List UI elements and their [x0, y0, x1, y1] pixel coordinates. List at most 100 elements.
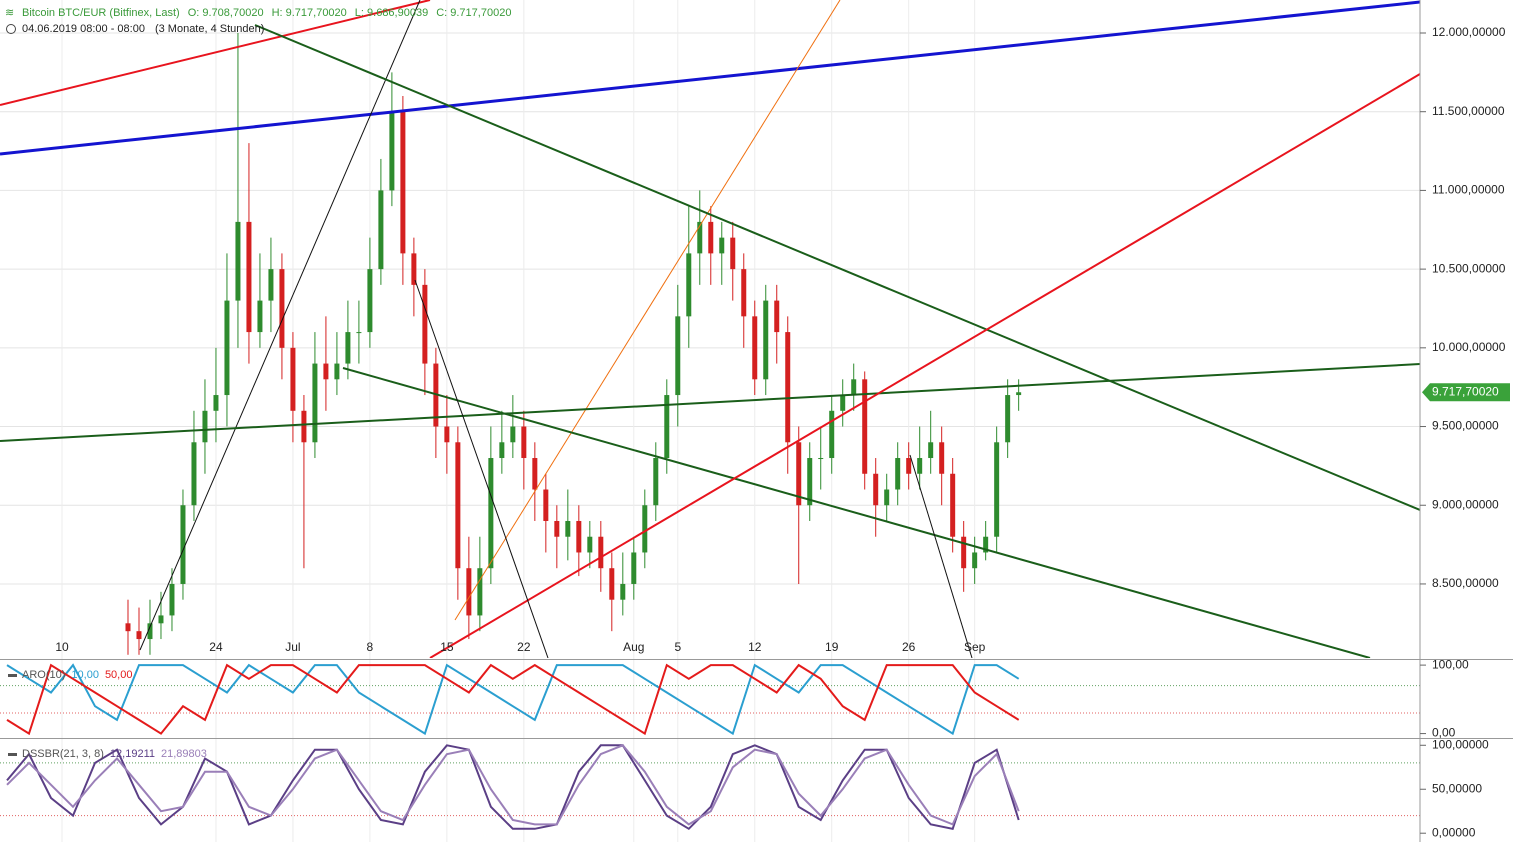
trendline — [254, 24, 1420, 511]
candle-body — [620, 583, 626, 600]
header-low: L: 9.686,90039 — [355, 7, 428, 19]
x-tick-label: 19 — [825, 640, 839, 654]
x-tick-label: 10 — [55, 640, 69, 654]
candle-body — [785, 332, 791, 443]
candle-body — [950, 473, 956, 537]
trendline — [342, 367, 1371, 658]
candle-body — [367, 269, 373, 333]
candle-body — [697, 221, 703, 254]
candle-body — [422, 284, 428, 364]
header: ≋ Bitcoin BTC/EUR (Bitfinex, Last) O: 9.… — [5, 7, 511, 35]
candle-body — [917, 458, 923, 474]
header-high: H: 9.717,70020 — [272, 7, 347, 19]
y-tick-label: 12.000,00000 — [1432, 25, 1506, 39]
candle-body — [499, 442, 505, 459]
x-tick-label: Jul — [285, 640, 300, 654]
candle-body — [884, 489, 890, 506]
trendline — [0, 0, 1420, 156]
candle-body — [125, 623, 131, 632]
trendlines — [0, 0, 1420, 658]
candle-body — [565, 520, 571, 537]
x-tick-label: 5 — [674, 640, 681, 654]
candle-body — [169, 583, 175, 616]
y-tick-label: 11.000,00000 — [1432, 183, 1505, 197]
candle-body — [961, 536, 967, 569]
x-tick-label: Sep — [964, 640, 986, 654]
trendline — [909, 454, 973, 658]
trendline — [414, 279, 549, 658]
candle-body — [829, 410, 835, 459]
candle-body — [257, 300, 263, 333]
x-tick-label: 12 — [748, 640, 762, 654]
indicator-line — [6, 663, 1020, 736]
candle-body — [642, 505, 648, 553]
axis-layer: 8.500,00000 9.000,00000 9.500,00000 10.000,… — [8, 25, 1510, 839]
legend-text: 12,19211 — [110, 748, 155, 760]
candle-body — [906, 458, 912, 474]
x-tick-label: 8 — [367, 640, 374, 654]
candle-body — [730, 237, 736, 270]
candle-body — [455, 442, 461, 569]
current-price-box — [1422, 383, 1510, 402]
candle-body — [510, 426, 516, 443]
x-tick-label: 26 — [902, 640, 916, 654]
candle-body — [631, 552, 637, 584]
clock-icon — [6, 24, 16, 34]
trendline — [454, 0, 841, 621]
candle-body — [708, 221, 714, 254]
candle-body — [389, 111, 395, 191]
header-period: (3 Monate, 4 Stunden) — [155, 23, 264, 35]
candle-body — [763, 300, 769, 380]
y-tick-label: 50,00000 — [1432, 781, 1482, 795]
candle-body — [444, 426, 450, 443]
y-tick-label: 100,00 — [1432, 657, 1469, 671]
candle-body — [862, 379, 868, 474]
candle-body — [180, 505, 186, 584]
header-open: O: 9.708,70020 — [188, 7, 264, 19]
candle-body — [587, 536, 593, 553]
legend-text: 10,00 — [71, 669, 99, 681]
candle-body — [796, 442, 802, 506]
candle-body — [1005, 395, 1011, 443]
candle-body — [675, 316, 681, 396]
candle-body — [279, 269, 285, 348]
candle-body — [598, 536, 604, 569]
y-tick-label: 0,00 — [1432, 726, 1456, 740]
y-tick-label: 0,00000 — [1432, 825, 1476, 839]
current-price-label: 9.717,70020 — [1432, 384, 1499, 398]
header-instrument: Bitcoin BTC/EUR (Bitfinex, Last) — [22, 7, 180, 19]
candle-body — [521, 426, 527, 459]
candle-body — [312, 363, 318, 443]
candle-body — [213, 395, 219, 411]
candle-body — [576, 520, 582, 553]
candle-body — [774, 300, 780, 333]
y-tick-label: 10.500,00000 — [1432, 261, 1506, 275]
candle-body — [158, 615, 164, 624]
candle-body — [477, 568, 483, 616]
candle-body — [268, 269, 274, 301]
y-tick-label: 11.500,00000 — [1432, 104, 1505, 118]
legend-text: DSSBR(21, 3, 8) — [22, 748, 104, 760]
candle-body — [532, 458, 538, 490]
y-tick-label: 9.000,00000 — [1432, 497, 1499, 511]
candle-body — [301, 410, 307, 443]
candle-body — [345, 332, 351, 364]
candle-body — [246, 221, 252, 333]
candle-body — [235, 221, 241, 301]
header-time: 04.06.2019 08:00 - 08:00 — [22, 23, 145, 35]
trendline — [139, 0, 421, 651]
indicator-line — [6, 744, 1020, 831]
candle-body — [543, 489, 549, 521]
candle-body — [928, 442, 934, 459]
trendline — [0, 0, 431, 106]
legend-swatch — [8, 674, 17, 677]
indicator-line — [6, 744, 1020, 826]
legend-text: 50,00 — [105, 669, 133, 681]
header-close: C: 9.717,70020 — [436, 7, 511, 19]
candle-body — [224, 300, 230, 396]
legend-text: ARO(10) — [22, 669, 65, 681]
candle-body — [356, 332, 362, 334]
x-tick-label: Aug — [623, 640, 644, 654]
